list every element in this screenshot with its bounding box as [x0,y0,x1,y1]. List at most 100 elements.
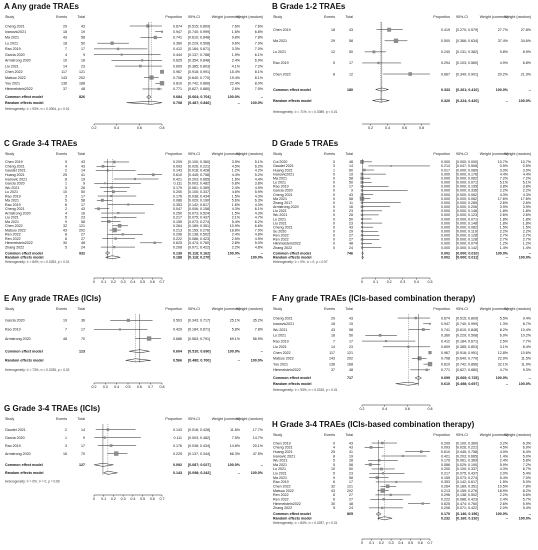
study-ci: [0.075; 0.437] [456,472,478,476]
weight-common: 2.0% [500,506,509,510]
weight-common: 1.4% [500,246,509,250]
column-header: Weight (random) [236,417,263,421]
column-header: Events [56,307,67,311]
study-name: Wu 2021 [273,328,287,332]
panel-title: Grade 5 TRAEs [280,139,339,148]
random-effects-diamond [395,381,419,386]
study-proportion: 0.708 [173,76,182,80]
point-estimate [139,64,142,68]
weight-common: 1.5% [232,194,241,198]
study-proportion: 0.000 [441,234,450,238]
column-header: Study [5,15,14,19]
study-proportion: 0.967 [173,70,182,74]
weight-random: 9.4% [523,316,532,320]
weight-random: 9.3% [523,368,532,372]
point-estimate [117,223,122,228]
study-ci: [0.000; 0.074] [456,242,478,246]
x-tick-label: 0.4 [382,407,387,411]
study-events: 2 [65,169,67,173]
common-effect-diamond [93,462,114,467]
weight-common: 4.4% [500,172,509,176]
point-estimate [408,72,412,76]
forest-plot-b: Study Events Total Proportion 95%-CI Weight (… [273,15,532,130]
study-name: Gaudet 2021 [273,164,294,168]
study-proportion: 0.155 [173,220,182,224]
column-header: 95%-CI [456,307,468,311]
x-tick-label: 0.1 [369,541,374,545]
study-events: 0 [333,246,335,250]
weight-random: 6.4% [523,450,532,454]
x-tick-label: 0.4 [114,126,119,130]
study-ci: [0.000; 0.089] [456,168,478,172]
pooled-total: 932 [79,251,85,255]
random-effects-proportion: 0.610 [441,382,450,386]
study-proportion: 0.222 [441,498,450,502]
weight-random: 6.3% [255,199,264,203]
common-effect-diamond [414,376,423,380]
study-name: Wu 2021 [273,213,287,217]
study-events: 0 [333,197,335,201]
study-proportion: 0.741 [173,36,182,40]
study-name: Rao 2019 [5,194,21,198]
study-total: 23 [349,209,353,213]
study-name: Garcia 2020 [273,189,293,193]
weight-random: 3.8% [523,185,532,189]
study-ci: [0.000; 0.148] [456,221,478,225]
study-events: 18 [63,30,67,34]
study-proportion: 0.208 [441,506,450,510]
point-estimate [360,193,364,196]
study-events: 48 [63,337,67,341]
point-estimate [377,61,380,65]
study-proportion: 0.360 [173,41,182,45]
point-estimate [153,35,157,40]
point-estimate [113,160,116,164]
x-tick-label: 0.2 [111,280,116,284]
weight-common: 5.5% [500,316,509,320]
column-header: Total [345,152,353,156]
random-effects-label: Random effects model [273,517,312,521]
common-effect-proportion: 0.170 [441,512,450,516]
point-estimate [368,463,372,467]
weight-common: 2.6% [500,201,509,205]
study-events: 4 [65,211,67,215]
study-name: Ma 2021 [273,463,287,467]
weight-common: 2.1% [232,216,241,220]
study-events: 43 [331,328,335,332]
point-estimate [360,189,364,192]
study-name: Huang 2021 [273,450,293,454]
x-tick-label: 0.3 [103,385,108,389]
study-proportion: 0.086 [441,463,450,467]
point-estimate [360,185,364,188]
random-effects-ci: [0.000; 0.011] [456,256,478,260]
study-proportion: 0.209 [173,160,182,164]
study-name: Cheng 2021 [5,207,25,211]
study-ci: [0.026; 0.221] [456,446,478,450]
study-ci: [0.000; 0.148] [456,209,478,213]
column-header: Weight (random) [504,15,531,19]
study-total: 50 [349,181,353,185]
x-tick-label: 0.2 [92,385,97,389]
study-name: Ma 2021 [273,476,287,480]
study-events: 3 [65,444,67,448]
study-total: 17 [349,339,353,343]
study-ci: [0.100; 0.360] [456,441,478,445]
study-name: Zhang 2022 [273,506,292,510]
weight-random: 8.4% [523,345,532,349]
point-estimate [360,246,364,249]
study-ci: [0.627; 0.880] [456,368,478,372]
study-proportion: 0.217 [173,216,182,220]
study-proportion: 0.000 [441,201,450,205]
study-proportion: 0.000 [441,181,450,185]
x-tick-label: 0.2 [111,497,116,501]
study-ci: [0.071; 0.422] [456,506,478,510]
x-tick-label: 0.6 [150,497,155,501]
column-header: Proportion [433,152,450,156]
random-effects-weight-random: 100.0% [519,99,532,103]
weight-common: 17.6% [498,197,509,201]
common-effect-ci: [0.261; 0.410] [456,88,479,92]
random-effects-diamond [125,358,151,363]
random-effects-proportion: 0.320 [441,99,450,103]
study-name: Chen 2022 [273,351,291,355]
panel-c: C Grade 3-4 TRAEs Study Events Total Propor… [4,139,266,287]
weight-random: 10.6% [521,351,532,355]
